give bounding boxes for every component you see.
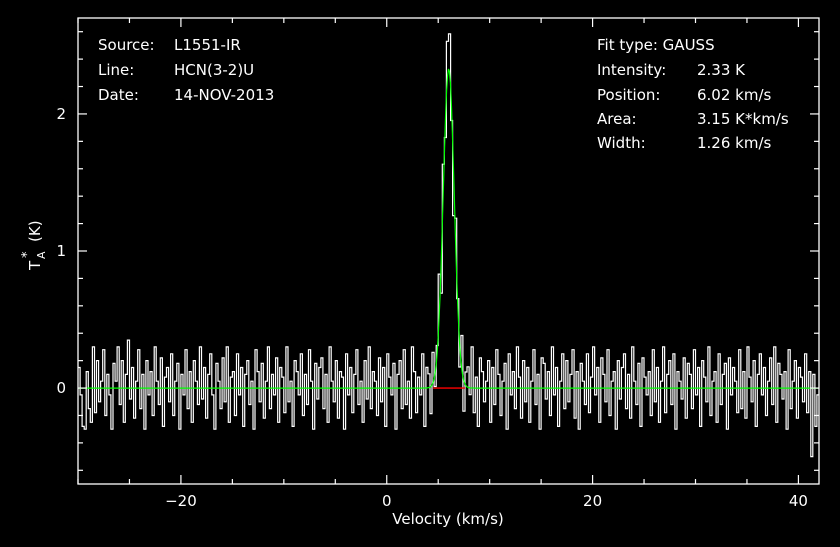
gaussian-fit-line <box>78 68 819 389</box>
y-axis-label-unit: (K) <box>26 220 44 242</box>
x-tick-label: −20 <box>165 492 197 510</box>
fit-area-label: Area: <box>597 110 637 128</box>
spectrum-layer <box>78 33 819 458</box>
fit-type-text: Fit type: GAUSS <box>597 36 715 54</box>
fit-position-label: Position: <box>597 86 660 104</box>
fit-width-label: Width: <box>597 134 646 152</box>
ticks-layer: −20 0 20 40 0 1 2 <box>56 18 819 510</box>
x-tick-label: 20 <box>583 492 602 510</box>
spectrum-line <box>78 33 819 458</box>
y-axis-label: T A * (K) <box>20 220 48 271</box>
fit-layer <box>78 68 819 389</box>
x-tick-label: 0 <box>382 492 392 510</box>
legend-source-label: Source: <box>98 36 155 54</box>
y-axis-label-main: T <box>26 260 44 271</box>
legend-line-label: Line: <box>98 61 134 79</box>
x-axis-label: Velocity (km/s) <box>392 510 503 528</box>
legend-source-value: L1551-IR <box>174 36 241 54</box>
legend-line-value: HCN(3-2)U <box>174 61 254 79</box>
y-tick-label: 0 <box>56 379 66 397</box>
y-tick-label: 1 <box>56 242 66 260</box>
fit-intensity-value: 2.33 K <box>697 61 746 79</box>
fit-width-value: 1.26 km/s <box>697 134 772 152</box>
y-axis-label-sup: * <box>20 251 35 258</box>
legend-date-label: Date: <box>98 86 139 104</box>
fit-intensity-label: Intensity: <box>597 61 666 79</box>
y-tick-label: 2 <box>56 105 66 123</box>
legend-left: Source: L1551-IR Line: HCN(3-2)U Date: 1… <box>98 36 274 104</box>
x-tick-label: 40 <box>789 492 808 510</box>
fit-area-value: 3.15 K*km/s <box>697 110 789 128</box>
y-axis-label-sub: A <box>35 251 48 259</box>
legend-date-value: 14-NOV-2013 <box>174 86 274 104</box>
legend-right: Fit type: GAUSS Intensity: 2.33 K Positi… <box>597 36 789 152</box>
fit-position-value: 6.02 km/s <box>697 86 772 104</box>
